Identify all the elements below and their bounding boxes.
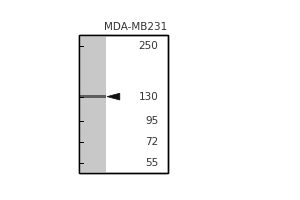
Text: 250: 250 [139, 41, 158, 51]
Text: 130: 130 [139, 92, 158, 102]
Text: MDA-MB231: MDA-MB231 [104, 22, 168, 32]
Text: 95: 95 [145, 116, 158, 126]
Polygon shape [107, 93, 120, 100]
Text: 55: 55 [145, 158, 158, 168]
Bar [79, 95, 106, 98]
Text: 72: 72 [145, 137, 158, 147]
